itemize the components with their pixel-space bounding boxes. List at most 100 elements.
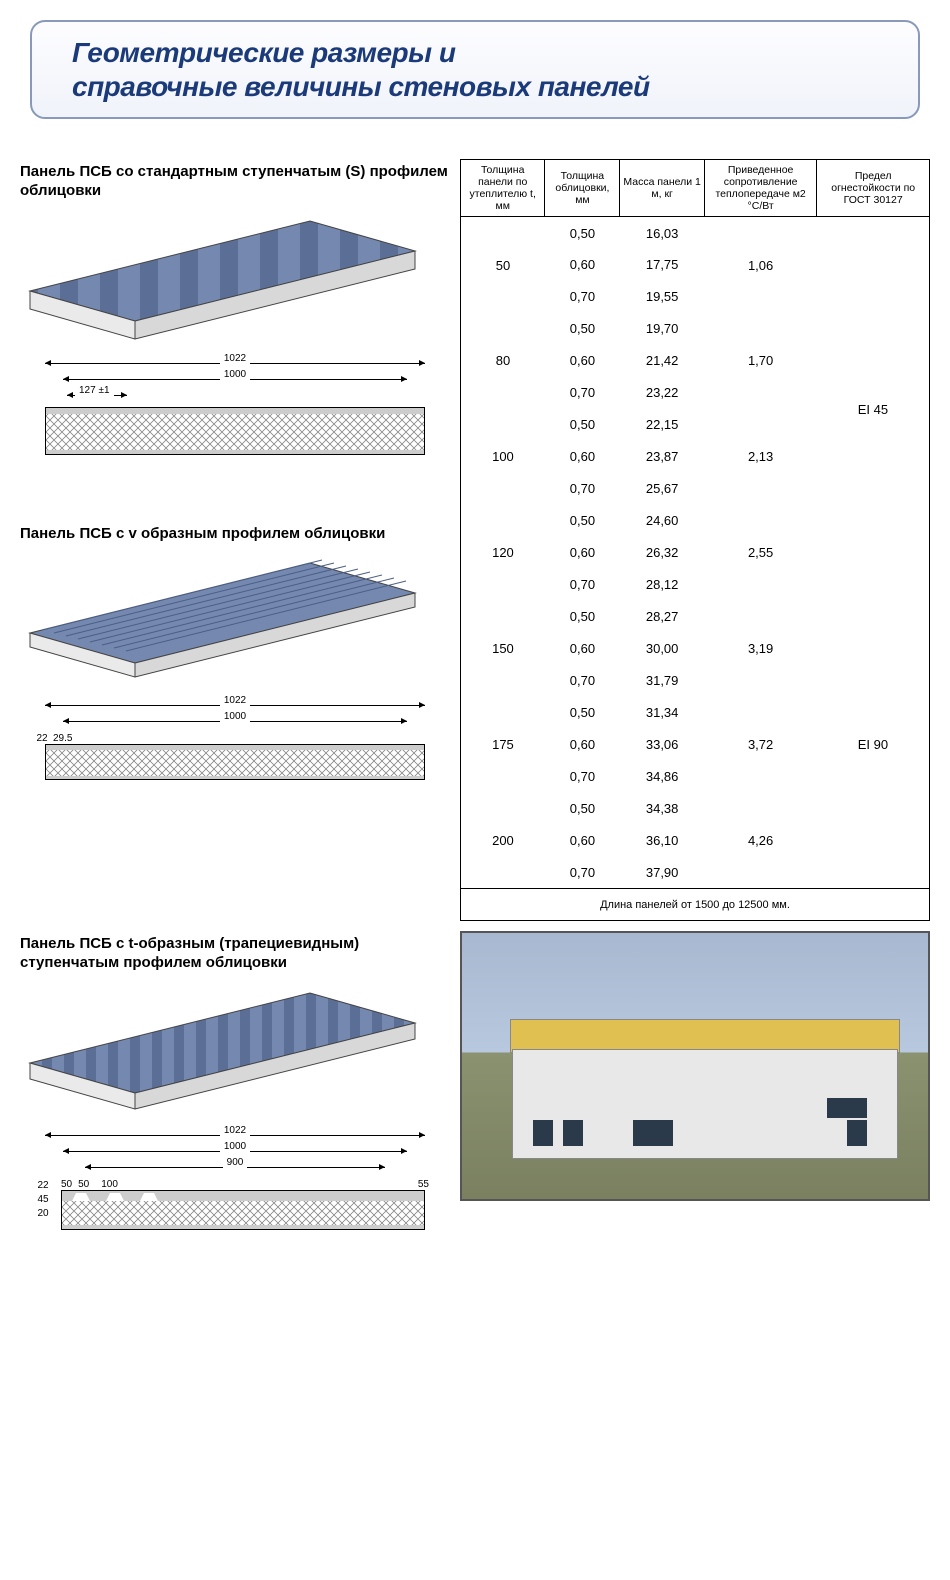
seg-label: 50: [61, 1179, 72, 1190]
panel-block-t: Панель ПСБ с t-образным (трапециевидным)…: [20, 935, 450, 1230]
dimension-stack-v: 1022 1000: [45, 695, 425, 727]
page-title: Геометрические размеры и справочные вели…: [72, 36, 878, 103]
cell-coating: 0,60: [545, 633, 620, 665]
bottom-row: Панель ПСБ с t-образным (трапециевидным)…: [20, 931, 930, 1258]
dimension-stack-t: 1022 1000 900: [45, 1125, 425, 1173]
panel-3d-t: [20, 983, 450, 1113]
col-header: Толщина панели по утеплителю t, мм: [461, 160, 545, 217]
side-label-20: 20: [35, 1207, 51, 1221]
dim-label: 1000: [220, 711, 250, 722]
cell-resistance: 4,26: [704, 793, 817, 889]
panel-title-s: Панель ПСБ со стандартным ступенчатым (S…: [20, 163, 450, 201]
panel-block-t-wrapper: Панель ПСБ с t-образным (трапециевидным)…: [20, 931, 450, 1258]
col-header: Приведенное сопротивление теплопередаче …: [704, 160, 817, 217]
cell-coating: 0,50: [545, 313, 620, 345]
table-row: 1500,5028,273,19EI 90: [461, 601, 930, 633]
cell-thickness: 100: [461, 409, 545, 505]
title-line-2: справочные величины стеновых панелей: [72, 71, 650, 102]
cell-coating: 0,70: [545, 665, 620, 697]
cell-mass: 23,22: [620, 377, 704, 409]
cell-coating: 0,70: [545, 761, 620, 793]
panel-title-t: Панель ПСБ с t-образным (трапециевидным)…: [20, 935, 450, 973]
cell-mass: 24,60: [620, 505, 704, 537]
building-illustration: [512, 1019, 898, 1159]
page: Геометрические размеры и справочные вели…: [0, 0, 950, 1580]
cell-thickness: 80: [461, 313, 545, 409]
cross-section-s: [45, 407, 425, 455]
cell-mass: 31,79: [620, 665, 704, 697]
cell-mass: 19,70: [620, 313, 704, 345]
panel-3d-s: [20, 211, 450, 341]
cell-mass: 16,03: [620, 217, 704, 249]
title-line-1: Геометрические размеры и: [72, 37, 455, 68]
cross-section-v: [45, 744, 425, 780]
cell-fire: EI 45: [817, 217, 930, 601]
cell-coating: 0,50: [545, 505, 620, 537]
cell-resistance: 2,13: [704, 409, 817, 505]
dim-label: 900: [223, 1157, 248, 1168]
col-header: Масса панели 1 м, кг: [620, 160, 704, 217]
cell-coating: 0,50: [545, 601, 620, 633]
cell-mass: 31,34: [620, 697, 704, 729]
cell-mass: 19,55: [620, 281, 704, 313]
cell-resistance: 2,55: [704, 505, 817, 601]
segment-labels: 50 50 100 55: [51, 1179, 435, 1190]
table-row: 500,5016,031,06EI 45: [461, 217, 930, 249]
panel-title-v: Панель ПСБ с v образным профилем облицов…: [20, 525, 450, 544]
cell-thickness: 200: [461, 793, 545, 889]
cell-mass: 36,10: [620, 825, 704, 857]
cell-coating: 0,70: [545, 857, 620, 889]
spec-table-head: Толщина панели по утеплителю t, мм Толщи…: [461, 160, 930, 217]
side-label-22: 22: [35, 1179, 51, 1193]
cell-resistance: 1,70: [704, 313, 817, 409]
dim-label: 1022: [220, 353, 250, 364]
cell-thickness: 150: [461, 601, 545, 697]
seg-label: 50: [78, 1179, 89, 1190]
cell-thickness: 175: [461, 697, 545, 793]
dim-label: 1000: [220, 1141, 250, 1152]
dim-label: 1022: [220, 695, 250, 706]
seg-label-right: 55: [418, 1179, 429, 1190]
cell-coating: 0,60: [545, 441, 620, 473]
cell-fire: EI 90: [817, 601, 930, 889]
cell-mass: 25,67: [620, 473, 704, 505]
cell-coating: 0,50: [545, 697, 620, 729]
cell-mass: 33,06: [620, 729, 704, 761]
cell-coating: 0,70: [545, 377, 620, 409]
cell-coating: 0,60: [545, 537, 620, 569]
dimension-stack-s: 1022 1000 127 ±1: [45, 353, 425, 401]
table-column: Толщина панели по утеплителю t, мм Толщи…: [460, 159, 930, 921]
cell-mass: 17,75: [620, 249, 704, 281]
diagrams-column: Панель ПСБ со стандартным ступенчатым (S…: [20, 159, 450, 808]
seg-label: 100: [101, 1179, 118, 1190]
cell-mass: 26,32: [620, 537, 704, 569]
side-labels: 22 45 20: [35, 1179, 51, 1221]
dim-sub-label: 29.5: [49, 733, 76, 744]
cell-coating: 0,50: [545, 217, 620, 249]
col-header: Предел огнестойкости по ГОСТ 30127: [817, 160, 930, 217]
cell-coating: 0,60: [545, 729, 620, 761]
cell-coating: 0,60: [545, 249, 620, 281]
cell-resistance: 3,72: [704, 697, 817, 793]
cell-coating: 0,50: [545, 409, 620, 441]
cell-mass: 34,86: [620, 761, 704, 793]
cell-resistance: 3,19: [704, 601, 817, 697]
cell-mass: 28,12: [620, 569, 704, 601]
panel-block-s: Панель ПСБ со стандартным ступенчатым (S…: [20, 163, 450, 455]
cross-section-t: [61, 1190, 425, 1230]
page-header: Геометрические размеры и справочные вели…: [30, 20, 920, 119]
cell-coating: 0,70: [545, 281, 620, 313]
col-header: Толщина облицовки, мм: [545, 160, 620, 217]
spec-table-body: 500,5016,031,06EI 450,6017,750,7019,5580…: [461, 217, 930, 889]
cell-thickness: 120: [461, 505, 545, 601]
cell-coating: 0,60: [545, 345, 620, 377]
building-photo: [460, 931, 930, 1201]
cell-thickness: 50: [461, 217, 545, 313]
dim-label: 1022: [220, 1125, 250, 1136]
panel-block-v: Панель ПСБ с v образным профилем облицов…: [20, 525, 450, 781]
dim-label: 1000: [220, 369, 250, 380]
cell-mass: 34,38: [620, 793, 704, 825]
cell-mass: 30,00: [620, 633, 704, 665]
side-label: 22: [35, 733, 49, 744]
cell-mass: 28,27: [620, 601, 704, 633]
